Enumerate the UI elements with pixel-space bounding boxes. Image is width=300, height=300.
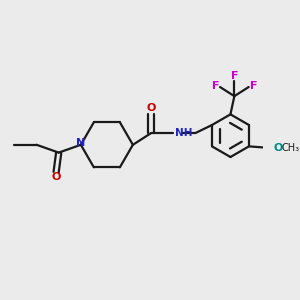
Text: O: O: [51, 172, 61, 182]
Text: F: F: [250, 81, 257, 91]
Text: NH: NH: [175, 128, 192, 138]
Text: F: F: [212, 81, 219, 91]
Text: N: N: [76, 139, 86, 148]
Text: O: O: [146, 103, 156, 113]
Text: F: F: [231, 71, 238, 81]
Text: O: O: [273, 143, 283, 153]
Text: CH₃: CH₃: [282, 143, 300, 153]
